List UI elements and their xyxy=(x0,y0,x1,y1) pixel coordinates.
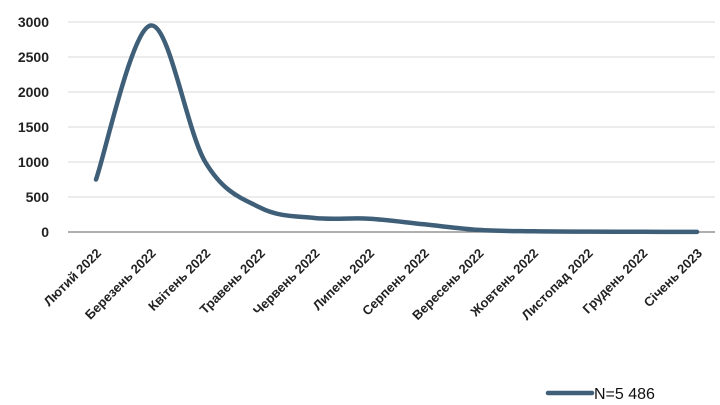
data-points xyxy=(96,25,697,231)
legend: N=5 486 xyxy=(545,386,655,403)
y-tick-label: 1000 xyxy=(18,154,49,170)
y-tick-label: 0 xyxy=(41,224,49,240)
y-tick-label: 2000 xyxy=(18,84,49,100)
y-tick-label: 2500 xyxy=(18,49,49,65)
x-tick-label: Січень 2023 xyxy=(641,246,705,310)
y-tick-label: 500 xyxy=(26,189,50,205)
y-axis-ticks: 0 500 1000 1500 2000 2500 3000 xyxy=(18,14,49,240)
gridlines xyxy=(68,21,715,198)
legend-label: N=5 486 xyxy=(594,386,655,403)
series-line xyxy=(93,23,700,235)
y-tick-label: 1500 xyxy=(18,119,49,135)
y-tick-label: 3000 xyxy=(18,14,49,30)
